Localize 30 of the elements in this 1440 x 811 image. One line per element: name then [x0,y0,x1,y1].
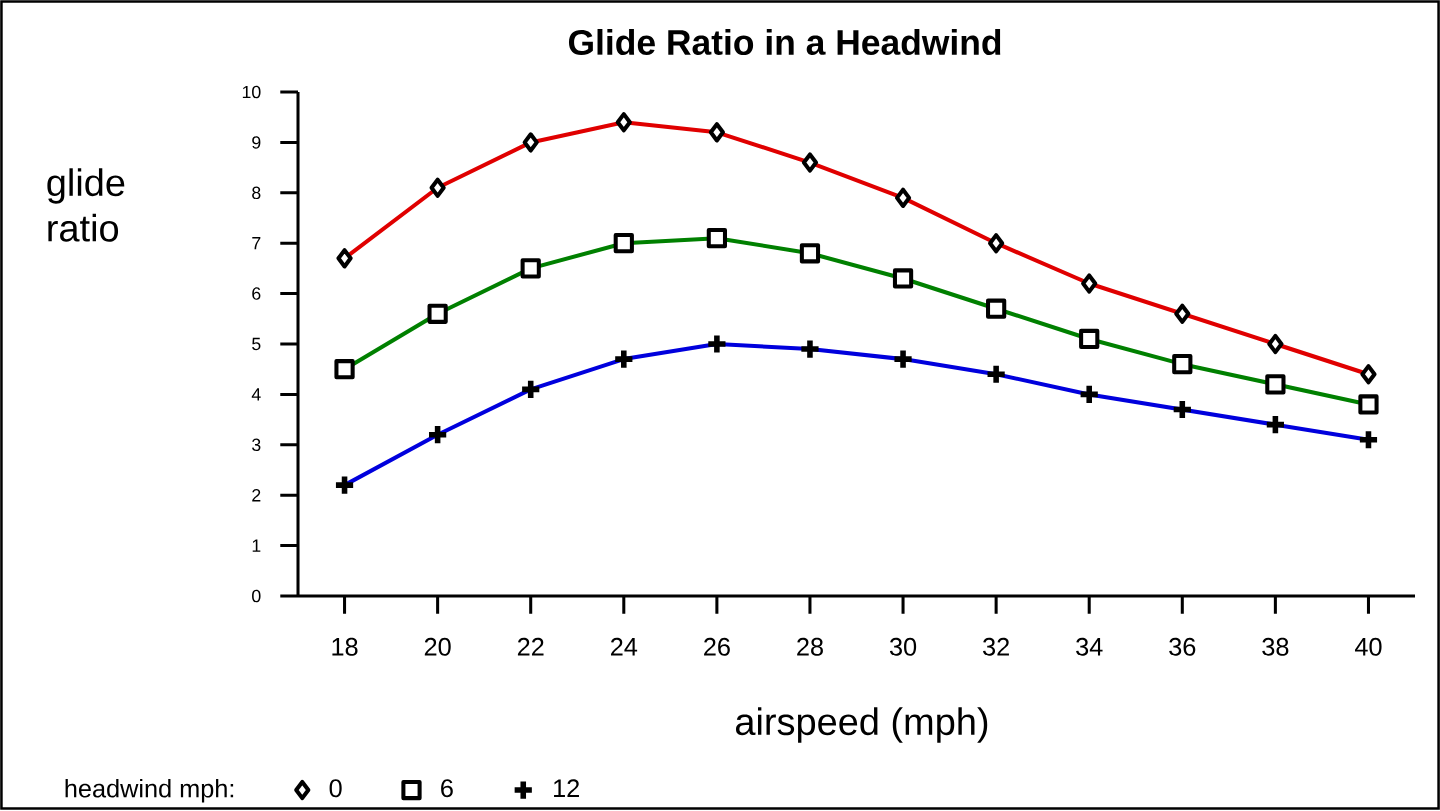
legend-label: 6 [441,779,453,798]
y-tick-label: 0 [252,589,261,603]
x-tick-label: 24 [610,637,638,656]
legend-label: 12 [554,779,579,797]
x-tick-label: 40 [1354,637,1382,656]
x-tick-label: 30 [889,637,917,656]
y-tick-label: 9 [252,136,261,149]
y-tick-label: 7 [252,237,261,250]
x-tick-label: 18 [332,637,358,656]
y-tick-label: 8 [252,186,261,199]
y-tick-label: 10 [242,85,261,99]
y-tick-label: 4 [251,388,261,401]
x-tick-label: 28 [797,637,823,656]
x-axis-title: airspeed (mph) [736,707,988,743]
x-tick-label: 38 [1262,637,1289,656]
legend-label: 0 [329,779,342,798]
x-tick-label: 32 [983,637,1009,656]
legend-title: headwind mph: [65,778,234,803]
y-axis-title: glide ratio [47,168,125,242]
y-tick-label: 1 [252,539,261,552]
x-tick-label: 22 [517,637,544,656]
x-tick-label: 34 [1076,637,1103,656]
y-tick-label: 3 [252,438,261,451]
chart-title: Glide Ratio in a Headwind [568,28,1001,55]
x-tick-label: 26 [704,637,730,656]
x-tick-label: 36 [1169,637,1196,656]
y-tick-label: 2 [252,488,261,502]
y-tick-label: 6 [252,287,261,300]
y-tick-label: 5 [252,337,261,351]
x-tick-label: 20 [424,637,451,656]
